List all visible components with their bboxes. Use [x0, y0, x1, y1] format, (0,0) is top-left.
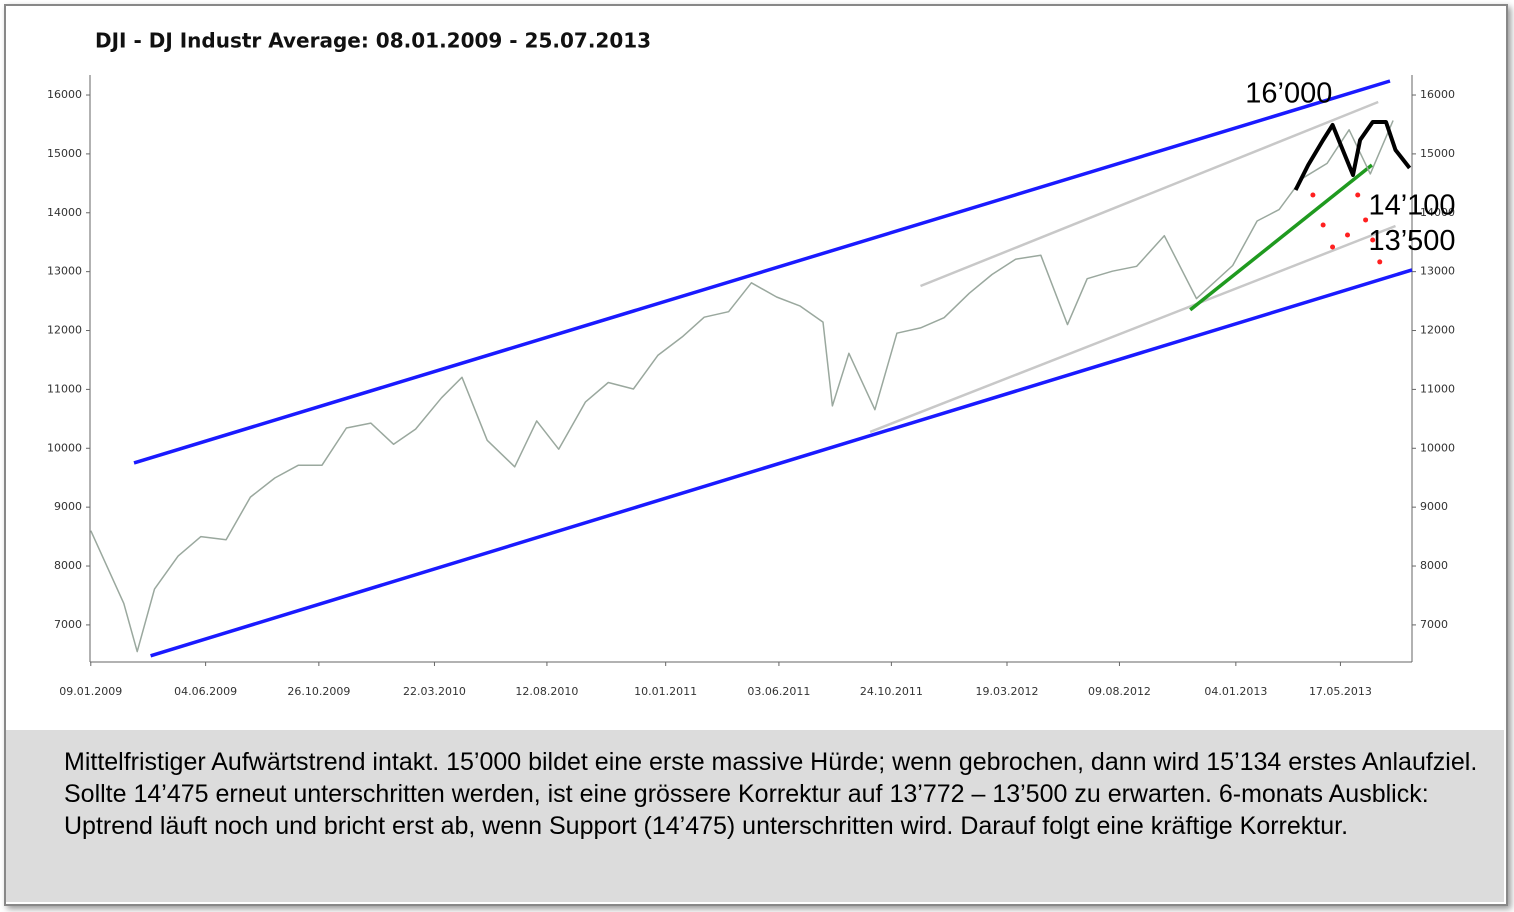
x-tick-label: 24.10.2011	[860, 685, 923, 698]
y2-tick-label: 15000	[1420, 147, 1455, 160]
annotation: 16’000	[1245, 78, 1332, 110]
x-tick-label: 17.05.2013	[1309, 685, 1372, 698]
y2-tick-label: 7000	[1420, 618, 1448, 631]
y2-tick-label: 8000	[1420, 559, 1448, 572]
y-tick-label: 12000	[47, 324, 82, 337]
x-tick-label: 19.03.2012	[975, 685, 1038, 698]
y2-tick-label: 11000	[1420, 382, 1455, 395]
x-tick-label: 12.08.2010	[515, 685, 578, 698]
annotation: 13’500	[1368, 225, 1455, 257]
dot	[1320, 222, 1326, 228]
y-tick-label: 7000	[54, 618, 82, 631]
x-tick-label: 03.06.2011	[747, 685, 810, 698]
trend-line	[869, 224, 1396, 434]
y-tick-label: 11000	[47, 382, 82, 395]
trend-line	[920, 100, 1379, 288]
dot	[1377, 259, 1383, 265]
x-tick-label: 04.06.2009	[174, 685, 237, 698]
y2-tick-label: 14000	[1420, 206, 1455, 219]
x-tick-label: 22.03.2010	[403, 685, 466, 698]
y-tick-label: 13000	[47, 265, 82, 278]
x-tick-label: 04.01.2013	[1204, 685, 1267, 698]
dot	[1363, 217, 1369, 223]
chart-title: DJI - DJ Industr Average: 08.01.2009 - 2…	[95, 29, 651, 53]
y2-tick-label: 13000	[1420, 265, 1455, 278]
y-tick-label: 15000	[47, 147, 82, 160]
y2-tick-label: 10000	[1420, 441, 1455, 454]
price-line	[90, 120, 1394, 653]
x-tick-label: 09.01.2009	[59, 685, 122, 698]
x-tick-label: 09.08.2012	[1088, 685, 1151, 698]
overlay-line	[1293, 120, 1412, 191]
y-tick-label: 8000	[54, 559, 82, 572]
dot	[1310, 192, 1316, 198]
y-tick-label: 16000	[47, 88, 82, 101]
dot	[1355, 192, 1361, 198]
trend-line	[133, 79, 1391, 465]
y-tick-label: 9000	[54, 500, 82, 513]
annotation: 14’100	[1368, 190, 1455, 222]
dot	[1330, 244, 1336, 250]
dot	[1370, 237, 1376, 243]
caption: Mittelfristiger Aufwärtstrend intakt. 15…	[6, 730, 1504, 902]
x-tick-label: 10.01.2011	[634, 685, 697, 698]
y2-tick-label: 9000	[1420, 500, 1448, 513]
x-tick-label: 26.10.2009	[287, 685, 350, 698]
dot	[1345, 232, 1351, 238]
y-tick-label: 10000	[47, 441, 82, 454]
y2-tick-label: 12000	[1420, 324, 1455, 337]
y2-tick-label: 16000	[1420, 88, 1455, 101]
trend-line	[150, 268, 1413, 658]
trend-line	[1189, 163, 1373, 312]
y-tick-label: 14000	[47, 206, 82, 219]
